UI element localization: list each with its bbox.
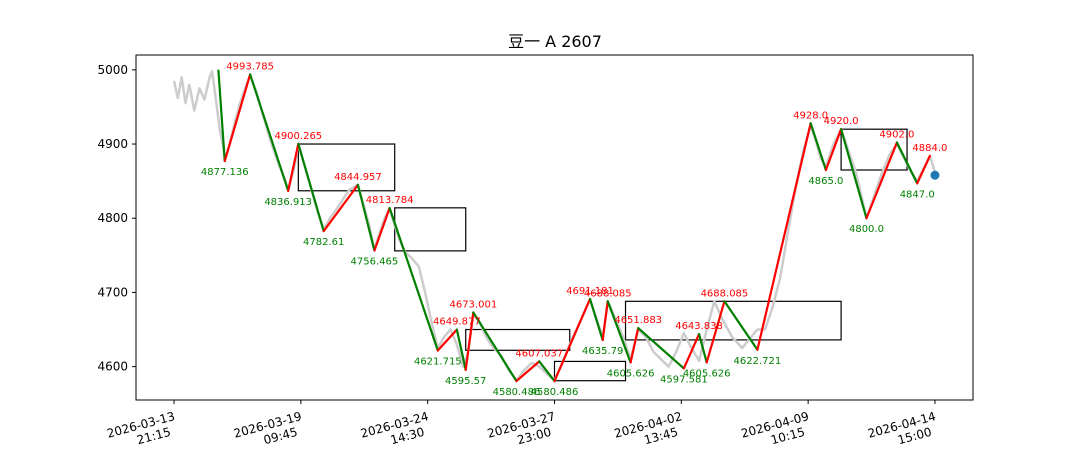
- zigzag-down-segment: [249, 73, 290, 192]
- chart-title: 豆一 A 2607: [508, 32, 602, 51]
- peak-label: 4607.037: [515, 348, 563, 359]
- trough-label: 4605.626: [683, 368, 731, 379]
- zigzag-up-segment: [705, 300, 726, 364]
- trough-label: 4580.486: [493, 387, 541, 398]
- trough-label: 4595.57: [445, 376, 486, 387]
- zigzag-up-segment: [373, 206, 391, 252]
- zigzag-up-segment: [601, 300, 609, 342]
- zigzag-up-segment: [436, 328, 458, 352]
- trough-label: 4800.0: [849, 224, 884, 235]
- zigzag-layer: [217, 69, 940, 383]
- zigzag-down-segment: [809, 122, 827, 172]
- consolidation-box: [297, 143, 396, 192]
- zigzag-down-segment: [455, 328, 467, 371]
- peak-label: 4928.0: [793, 110, 828, 121]
- trough-label: 4865.0: [808, 176, 843, 187]
- trough-label: 4756.465: [351, 257, 399, 268]
- trough-label: 4836.913: [264, 197, 312, 208]
- current-price-marker: [930, 170, 940, 180]
- trough-label: 4847.0: [900, 189, 935, 200]
- consolidation-box: [840, 128, 908, 171]
- zigzag-up-segment: [223, 73, 252, 163]
- zigzag-up-segment: [322, 183, 360, 233]
- trough-label: 4621.715: [414, 357, 462, 368]
- consolidation-boxes: [297, 128, 908, 382]
- zigzag-down-segment: [538, 360, 556, 383]
- peak-label: 4900.265: [274, 131, 322, 142]
- peak-label: 4673.001: [449, 299, 497, 310]
- zigzag-up-segment: [916, 154, 931, 185]
- consolidation-box: [394, 207, 467, 252]
- y-tick-label: 4600: [97, 360, 128, 374]
- trough-label: 4782.61: [303, 237, 344, 248]
- zigzag-up-segment: [515, 360, 541, 383]
- pivot-labels-layer: 4993.785 4900.265 4844.957 4813.784 4649.877…: [201, 61, 947, 398]
- peak-label: 4844.957: [334, 172, 382, 183]
- zigzag-up-segment: [464, 311, 475, 371]
- zigzag-down-segment: [637, 327, 685, 370]
- peak-label: 4649.877: [433, 317, 481, 328]
- zigzag-down-segment: [472, 311, 518, 383]
- zigzag-up-segment: [682, 332, 701, 370]
- consolidation-box: [465, 328, 571, 351]
- zigzag-down-segment: [723, 300, 759, 351]
- peak-label: 4884.0: [912, 143, 947, 154]
- zigzag-up-segment: [287, 142, 300, 192]
- peak-label: 4813.784: [366, 195, 414, 206]
- trough-label: 4877.136: [201, 167, 249, 178]
- peak-label: 4688.085: [701, 288, 749, 299]
- peak-label: 4651.883: [614, 315, 662, 326]
- trough-label: 4605.626: [607, 368, 655, 379]
- zigzag-up-segment: [756, 122, 812, 351]
- zigzag-down-segment: [388, 206, 439, 352]
- y-tick-label: 5000: [97, 63, 128, 77]
- zigzag-up-segment: [629, 327, 640, 364]
- peak-label: 4688.085: [584, 288, 632, 299]
- y-tick-label: 4800: [97, 211, 128, 225]
- zigzag-up-segment: [865, 141, 899, 220]
- trough-label: 4597.581: [660, 374, 708, 385]
- peak-label: 4691.181: [566, 286, 614, 297]
- zigzag-down-segment: [217, 69, 226, 163]
- peak-label: 4643.838: [675, 321, 723, 332]
- zigzag-up-segment: [553, 297, 592, 383]
- zigzag-down-segment: [697, 332, 708, 364]
- zigzag-down-segment: [606, 300, 632, 364]
- trough-label: 4635.79: [582, 346, 623, 357]
- zigzag-down-segment: [297, 142, 325, 233]
- trough-label: 4580.486: [531, 387, 579, 398]
- peak-label: 4920.0: [824, 116, 859, 127]
- y-tick-label: 4900: [97, 137, 128, 151]
- peak-label: 4902.0: [879, 130, 914, 141]
- zigzag-up-segment: [824, 128, 843, 172]
- y-tick-label: 4700: [97, 285, 128, 299]
- zigzag-down-segment: [840, 128, 868, 220]
- trough-label: 4622.721: [734, 356, 782, 367]
- peak-label: 4993.785: [226, 61, 274, 72]
- zigzag-down-segment: [588, 297, 604, 342]
- zigzag-down-segment: [356, 183, 376, 252]
- consolidation-box: [553, 360, 627, 382]
- zigzag-down-segment: [895, 141, 919, 185]
